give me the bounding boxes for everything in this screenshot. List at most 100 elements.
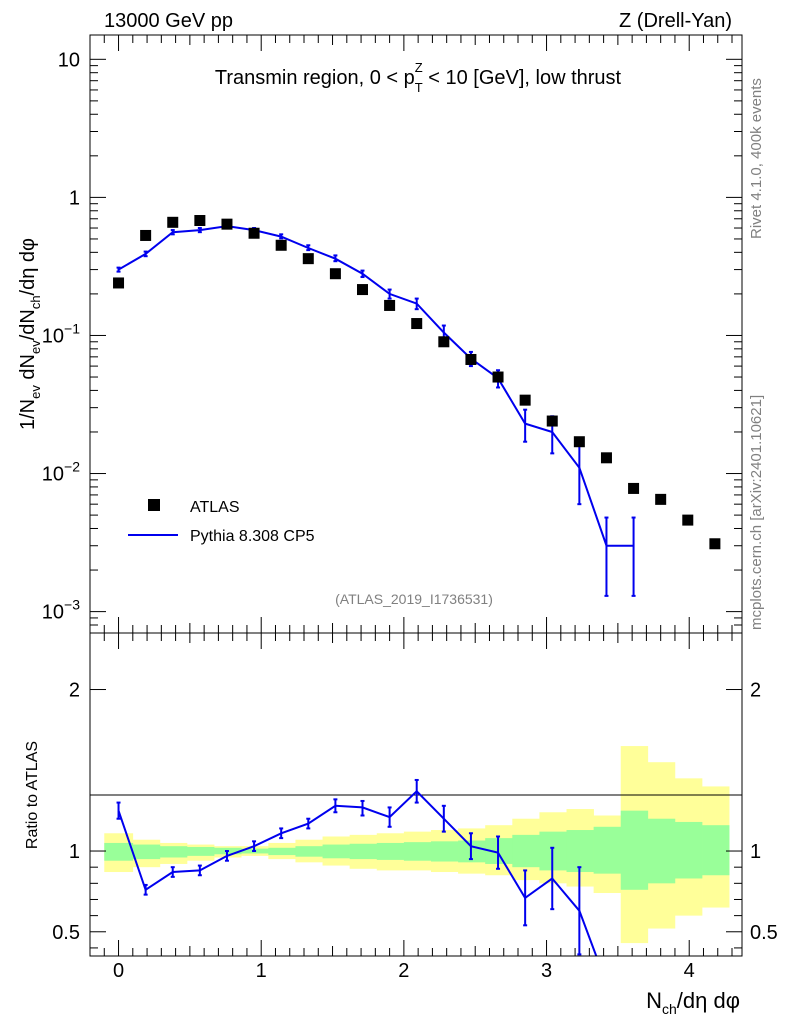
ratio-band-green bbox=[349, 843, 378, 860]
xlabel-part-2: /dη dφ bbox=[677, 988, 740, 1013]
atlas-data-point bbox=[140, 229, 152, 241]
ratio-series-group bbox=[116, 778, 598, 956]
atlas-data-point bbox=[600, 452, 612, 464]
ratio-axis-ticks bbox=[89, 633, 742, 956]
ylabel-part-2: dN bbox=[17, 354, 39, 385]
ratio-y-axis-label: Ratio to ATLAS bbox=[24, 741, 41, 849]
ratio-band-green bbox=[268, 847, 296, 856]
ratio-y-tick-labels: 0.5 0.5 1 1 2 2 bbox=[52, 680, 778, 944]
ratio-frame bbox=[89, 632, 743, 957]
ratio-band-green bbox=[566, 830, 594, 873]
xlabel-part-1: N bbox=[646, 988, 662, 1013]
main-y-tick-base: 10 bbox=[42, 464, 64, 486]
ratio-band-green bbox=[647, 818, 676, 884]
header-right: Z (Drell-Yan) bbox=[619, 10, 732, 32]
ratio-band-green bbox=[187, 846, 215, 856]
ratio-band-green bbox=[702, 825, 730, 876]
main-title: Transmin region, 0 < pTZ < 10 [GeV], low… bbox=[215, 60, 622, 95]
x-tick-label: 3 bbox=[541, 960, 552, 982]
ratio-band-green bbox=[322, 844, 350, 859]
main-y-tick-label: 10 bbox=[58, 49, 80, 71]
atlas-data-point bbox=[465, 353, 477, 365]
main-y-tick-base: 10 bbox=[58, 49, 80, 71]
atlas-data-point bbox=[411, 318, 423, 330]
x-tick-labels: 0 1 2 3 4 bbox=[113, 960, 695, 982]
mcplots-label: mcplots.cern.ch [arXiv:2401.10621] bbox=[748, 395, 765, 630]
x-axis-label: Nch/dη dφ bbox=[646, 988, 740, 1017]
ylabel-sub-2: ev bbox=[28, 340, 43, 354]
ylabel-sub-3: ch bbox=[28, 295, 43, 309]
atlas-data-point bbox=[113, 277, 125, 289]
x-tick-label: 2 bbox=[398, 960, 409, 982]
atlas-data-point bbox=[573, 436, 585, 448]
ratio-y-tick-label-left: 1 bbox=[69, 841, 80, 863]
ratio-band-green bbox=[512, 834, 540, 868]
atlas-data-point bbox=[356, 284, 368, 296]
atlas-data-point bbox=[438, 336, 450, 348]
ylabel-sub-1: ev bbox=[28, 385, 43, 399]
atlas-data-point bbox=[384, 299, 396, 311]
atlas-data-point bbox=[221, 218, 233, 230]
atlas-data-point bbox=[302, 253, 314, 265]
xlabel-sub-1: ch bbox=[662, 1001, 677, 1017]
atlas-data-point bbox=[655, 493, 667, 505]
legend-atlas-marker bbox=[148, 499, 160, 511]
ratio-y-tick-label-right: 1 bbox=[750, 841, 761, 863]
ratio-y-tick-label-right: 2 bbox=[750, 680, 761, 702]
main-y-tick-label: 10−2 bbox=[42, 459, 80, 486]
atlas-data-point bbox=[248, 227, 260, 239]
legend-pythia-label: Pythia 8.308 CP5 bbox=[190, 528, 315, 545]
main-y-axis-label: 1/Nev dNev/dNch/dη dφ bbox=[17, 238, 43, 430]
ratio-band-green bbox=[104, 842, 134, 861]
main-y-tick-label: 10−1 bbox=[42, 320, 80, 347]
ratio-y-tick-label-left: 0.5 bbox=[52, 922, 80, 944]
main-y-tick-exponent: −3 bbox=[64, 597, 80, 613]
header-left: 13000 GeV pp bbox=[104, 10, 233, 32]
main-title-sup: Z bbox=[415, 60, 423, 75]
main-y-tick-base: 10 bbox=[42, 602, 64, 624]
atlas-data-point bbox=[682, 514, 694, 526]
atlas-data-point bbox=[546, 415, 558, 427]
ratio-panel: 0.5 0.5 1 1 2 2 0 1 2 3 4 Ratio to ATLAS Nch/dη d… bbox=[24, 632, 778, 1017]
ylabel-part-3: /dN bbox=[17, 309, 39, 340]
main-y-tick-label: 10−3 bbox=[42, 597, 80, 624]
x-tick-label: 4 bbox=[684, 960, 695, 982]
ylabel-part-4: /dη dφ bbox=[17, 238, 39, 295]
main-title-pre: Transmin region, 0 < p bbox=[215, 67, 415, 89]
analysis-watermark: (ATLAS_2019_I1736531) bbox=[335, 591, 493, 607]
main-y-tick-label: 1 bbox=[69, 187, 80, 209]
atlas-data-point bbox=[194, 215, 206, 227]
ratio-band-green bbox=[403, 842, 432, 861]
atlas-data-point bbox=[275, 239, 287, 251]
ratio-band-green bbox=[620, 810, 649, 890]
atlas-data-point bbox=[167, 216, 179, 228]
atlas-data-point bbox=[628, 482, 640, 494]
ratio-band-green bbox=[593, 826, 622, 874]
rivet-label: Rivet 4.1.0, 400k events bbox=[748, 78, 765, 239]
ratio-band-green bbox=[295, 846, 323, 857]
ratio-band-green bbox=[376, 842, 405, 860]
main-frame bbox=[89, 34, 743, 634]
main-series-group bbox=[113, 215, 721, 597]
main-title-sub: T bbox=[415, 80, 423, 95]
ratio-band-green bbox=[132, 844, 161, 860]
legend-atlas-label: ATLAS bbox=[190, 499, 240, 516]
atlas-data-point bbox=[519, 394, 531, 406]
x-tick-label: 1 bbox=[256, 960, 267, 982]
ratio-bands bbox=[104, 746, 730, 944]
ratio-y-tick-label-left: 2 bbox=[69, 680, 80, 702]
ratio-band-green bbox=[159, 846, 188, 858]
main-y-tick-exponent: −2 bbox=[64, 459, 80, 475]
ratio-band-green bbox=[430, 841, 459, 862]
ylabel-part-1: 1/N bbox=[17, 399, 39, 430]
ratio-y-tick-label-right: 0.5 bbox=[750, 922, 778, 944]
x-tick-label: 0 bbox=[113, 960, 124, 982]
main-y-tick-base: 10 bbox=[42, 325, 64, 347]
ratio-band-green bbox=[674, 821, 703, 879]
atlas-data-point bbox=[709, 538, 721, 550]
legend: ATLAS Pythia 8.308 CP5 bbox=[128, 499, 315, 545]
atlas-data-point bbox=[329, 268, 341, 280]
atlas-data-point bbox=[492, 371, 504, 383]
